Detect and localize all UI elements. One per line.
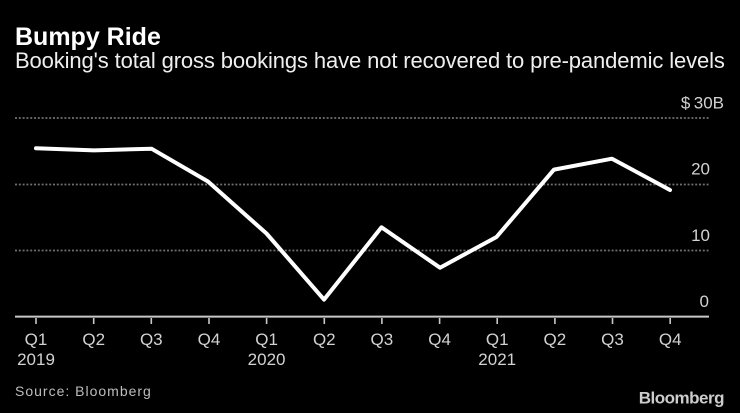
svg-text:Q1: Q1 (25, 330, 48, 349)
svg-text:Q3: Q3 (601, 330, 624, 349)
svg-text:0: 0 (700, 292, 709, 311)
svg-text:Q4: Q4 (198, 330, 221, 349)
svg-text:Q4: Q4 (428, 330, 451, 349)
svg-text:Source: Bloomberg: Source: Bloomberg (15, 383, 152, 399)
svg-text:2021: 2021 (478, 350, 516, 369)
svg-text:2020: 2020 (248, 350, 286, 369)
svg-text:Q3: Q3 (140, 330, 163, 349)
svg-text:Booking's total gross bookings: Booking's total gross bookings have not … (15, 48, 725, 73)
svg-text:2019: 2019 (17, 350, 55, 369)
svg-text:Q3: Q3 (371, 330, 394, 349)
svg-text:Q1: Q1 (255, 330, 278, 349)
svg-text:Q4: Q4 (659, 330, 682, 349)
svg-text:10: 10 (691, 226, 710, 245)
svg-text:Q2: Q2 (313, 330, 336, 349)
svg-text:Q1: Q1 (486, 330, 509, 349)
svg-text:$ 30B: $ 30B (681, 94, 724, 113)
svg-text:Q2: Q2 (544, 330, 567, 349)
svg-text:20: 20 (691, 160, 710, 179)
svg-text:Bumpy Ride: Bumpy Ride (15, 23, 161, 51)
svg-text:Q2: Q2 (82, 330, 105, 349)
svg-text:Bloomberg: Bloomberg (639, 389, 724, 408)
